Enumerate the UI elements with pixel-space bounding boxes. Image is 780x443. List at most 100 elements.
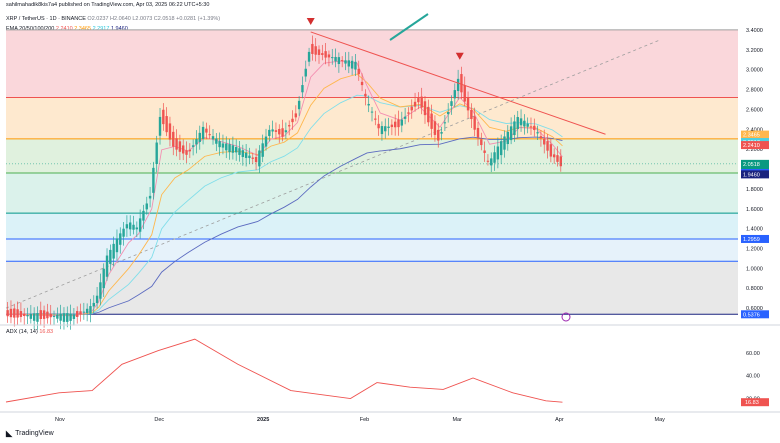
candle-body [347,60,351,67]
candle-body [367,103,370,106]
price-tag-label: 2.0518 [743,162,760,168]
candle-body [317,49,321,55]
candle-body [294,113,298,118]
candle-body [26,314,29,317]
price-tick-label: 0.8000 [746,286,763,292]
candle-body [523,120,526,127]
candle-body [466,97,470,111]
candle-body [311,43,314,54]
candle-body [427,106,430,123]
candle-body [513,121,516,136]
candle-body [49,313,52,318]
candle-body [102,268,105,289]
candle-body [42,310,46,319]
candle-body [105,255,109,277]
publish-line: sahilmahadik8kis7a4 published on Trading… [6,2,210,8]
price-tag [741,234,769,243]
time-tick-label: Dec [154,417,164,423]
candle-body [274,130,278,132]
candle-body [198,132,201,142]
candle-body [79,311,82,315]
candle-body [268,129,271,137]
candle-body [195,139,198,145]
price-tag-label: 2.2410 [743,143,760,149]
candle-body [46,311,49,319]
adx-title[interactable]: ADX (14, 14) [6,329,38,335]
price-tag [741,170,769,179]
price-tag-label: 0.5376 [743,312,760,318]
adx-legend: ADX (14, 14) 16.83 [6,329,53,335]
tradingview-mark-icon: ◣ [6,429,13,438]
candle-body [95,295,99,304]
candle-body [480,139,483,146]
candle-body [13,308,16,318]
candle-body [536,132,539,134]
candle-body [69,313,72,321]
candle-body [360,81,364,86]
candle-body [509,126,513,141]
candle-body [115,238,119,253]
adx-tick-label: 60.00 [746,351,760,357]
price-tick-label: 3.4000 [746,28,763,34]
candle-body [450,101,453,106]
candle-body [56,314,59,319]
price-axis: 3.4000 3.2000 3.0000 2.8000 2.6000 2.4000 2.20… [746,28,763,312]
time-tick-label: Feb [360,417,369,423]
teal-arrow-line [389,13,429,41]
candle-body [172,131,175,147]
price-tick-label: 2.8000 [746,88,763,94]
candle-body [284,130,288,133]
candle-body [122,228,125,237]
price-tag-label: 1.2959 [743,237,760,243]
candle-body [175,138,178,150]
candle-body [29,313,33,319]
fib-bands [6,29,738,315]
ema-title[interactable]: EMA 20/50/100/200 [6,26,55,32]
event-marker-icon [561,312,571,322]
adx-line [5,338,563,403]
candle-body [413,101,417,107]
adx-tick-label: 40.00 [746,374,760,380]
candle-body [9,308,13,318]
candle-body [182,145,185,154]
time-tick-label: Nov [55,417,65,423]
candle-body [370,111,374,113]
candle-body [278,128,281,135]
fib-band [6,138,738,173]
adx-value-tag-label: 16.83 [745,400,759,406]
candle-body [138,218,142,232]
price-tag [741,159,769,168]
price-tag [741,310,769,319]
candle-body [281,128,284,137]
candle-body [463,85,466,102]
fib-band [6,213,738,239]
candle-body [506,131,510,145]
candle-body [443,122,447,124]
candle-body [59,313,62,321]
candle-body [148,195,152,199]
candle-body [304,68,307,77]
candle-body [287,125,291,127]
candle-body [112,243,115,259]
candle-body [66,313,69,322]
symbol-name[interactable]: XRP / TetherUS · 1D · BINANCE [6,16,86,22]
down-arrow-icon [455,52,464,60]
candle-body [261,143,264,157]
candle-body [248,155,251,159]
fib-band [6,261,738,315]
price-tag [741,130,769,139]
ema50-line [5,73,563,316]
candle-body [231,145,235,153]
candle-body [119,233,122,245]
candle-body [499,141,503,156]
candle-body [440,132,443,134]
candle-body [297,100,301,110]
adx-value-tag [741,398,769,407]
candle-body [423,101,427,116]
candle-body [205,128,208,133]
candle-body [32,313,36,321]
candle-body [158,116,162,136]
time-tick-label: 2025 [257,417,269,423]
candle-body [85,308,89,314]
